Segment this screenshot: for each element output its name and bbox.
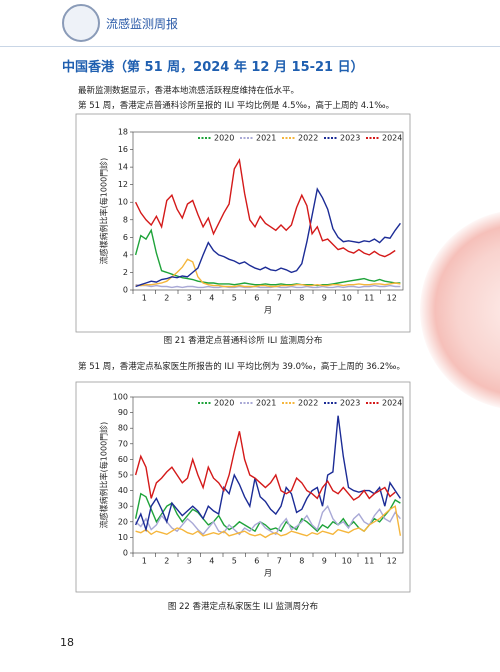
x-tick-label: 4 — [209, 557, 214, 566]
logo — [62, 4, 100, 42]
caption: 图 22 香港定点私家医生 ILI 监测周分布 — [167, 602, 319, 612]
series-line — [135, 187, 401, 288]
x-tick-label: 7 — [277, 557, 282, 566]
x-axis-label: 月 — [264, 306, 272, 315]
y-tick-label: 16 — [118, 145, 128, 154]
series-line — [134, 492, 401, 533]
chart-frame — [75, 113, 411, 333]
section-title: 中国香港（第 51 周，2024 年 12 月 15-21 日） — [62, 60, 364, 75]
y-tick-label: 6 — [123, 233, 128, 242]
x-tick-label: 3 — [187, 294, 192, 303]
x-tick-label: 6 — [254, 294, 259, 303]
y-tick-label: 8 — [123, 215, 128, 224]
x-tick-label: 1 — [142, 557, 147, 566]
series-line — [135, 258, 401, 288]
y-tick-label: 90 — [118, 408, 128, 417]
header-title: 流感监测周报 — [106, 17, 179, 31]
y-tick-label: 70 — [118, 439, 128, 448]
header: 流感监测周报 — [0, 0, 500, 47]
x-tick-label: 8 — [299, 294, 304, 303]
x-tick-label: 12 — [387, 557, 397, 566]
series-line — [134, 415, 401, 533]
series-line — [135, 505, 402, 539]
series-line — [134, 431, 396, 501]
y-tick-label: 10 — [118, 533, 128, 542]
y-tick-label: 0 — [123, 286, 128, 295]
series-line — [134, 158, 396, 258]
y-tick-label: 0 — [123, 549, 128, 558]
y-tick-label: 18 — [118, 128, 128, 137]
legend-label: 2021 — [256, 134, 276, 143]
y-tick-label: 10 — [118, 198, 128, 207]
x-tick-label: 2 — [164, 557, 169, 566]
y-tick-label: 30 — [118, 502, 128, 511]
y-tick-label: 40 — [118, 486, 128, 495]
y-tick-label: 2 — [123, 268, 128, 277]
y-tick-label: 80 — [118, 424, 128, 433]
y-tick-label: 60 — [118, 455, 128, 464]
legend-label: 2020 — [214, 134, 234, 143]
legend-label: 2022 — [298, 134, 318, 143]
caption: 图 21 香港定点普通科诊所 ILI 监测周分布 — [163, 336, 323, 346]
legend-label: 2022 — [298, 399, 318, 408]
series-line — [135, 504, 401, 536]
x-tick-label: 3 — [187, 557, 192, 566]
x-tick-label: 11 — [364, 557, 374, 566]
y-tick-label: 14 — [118, 163, 128, 172]
y-tick-label: 20 — [118, 517, 128, 526]
series-line — [135, 284, 401, 289]
x-tick-label: 10 — [342, 294, 352, 303]
legend-label: 2021 — [256, 399, 276, 408]
x-tick-label: 4 — [209, 294, 214, 303]
x-tick-label: 12 — [387, 294, 397, 303]
page-number: 18 — [60, 636, 74, 649]
paragraph: 第 51 周，香港定点普通科诊所呈报的 ILI 平均比例是 4.5‰，高于上周的… — [78, 101, 395, 111]
x-tick-label: 8 — [299, 557, 304, 566]
x-tick-label: 11 — [364, 294, 374, 303]
x-tick-label: 5 — [232, 294, 237, 303]
x-tick-label: 9 — [322, 557, 327, 566]
x-tick-label: 1 — [142, 294, 147, 303]
y-tick-label: 50 — [118, 471, 128, 480]
y-axis-label: 流感樣病例比率(每1000門診) — [99, 158, 109, 265]
y-tick-label: 4 — [123, 250, 128, 259]
paragraph: 最新监测数据显示，香港本地流感活跃程度维持在低水平。 — [78, 86, 300, 96]
x-tick-label: 2 — [164, 294, 169, 303]
x-tick-label: 6 — [254, 557, 259, 566]
legend-label: 2020 — [214, 399, 234, 408]
y-tick-label: 12 — [118, 180, 128, 189]
x-tick-label: 10 — [342, 557, 352, 566]
chart-frame — [75, 381, 411, 593]
legend-label: 2024 — [382, 399, 402, 408]
legend-label: 2024 — [382, 134, 402, 143]
plot-area — [132, 131, 404, 291]
y-tick-label: 100 — [113, 393, 128, 402]
paragraph: 第 51 周，香港定点私家医生所报告的 ILI 平均比例为 39.0‰，高于上周… — [78, 362, 405, 372]
x-tick-label: 9 — [322, 294, 327, 303]
legend-label: 2023 — [340, 399, 360, 408]
legend-label: 2023 — [340, 134, 360, 143]
x-tick-label: 5 — [232, 557, 237, 566]
x-axis-label: 月 — [264, 569, 272, 578]
y-axis-label: 流感樣病例比率(每1000門診) — [99, 422, 109, 529]
x-tick-label: 7 — [277, 294, 282, 303]
